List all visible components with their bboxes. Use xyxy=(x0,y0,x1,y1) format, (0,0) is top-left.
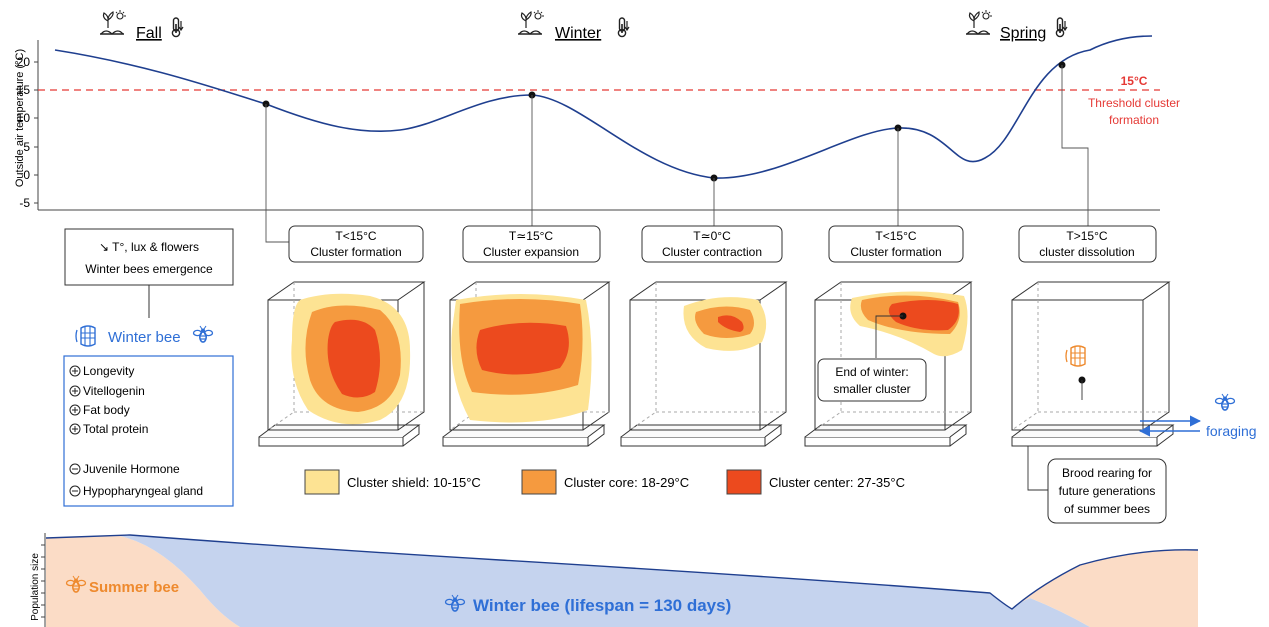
summer-bee-area-left xyxy=(46,536,240,627)
thermometer-up-icon xyxy=(1055,17,1068,38)
legend-swatch-center xyxy=(726,469,762,495)
hive-cube-4: End of winter: smaller cluster xyxy=(804,281,973,447)
fall-box-line1: ↘ T°, lux & flowers xyxy=(99,240,199,254)
tick-label: 15 xyxy=(17,83,31,97)
stage-box-2: T≃15°C Cluster expansion xyxy=(462,225,601,263)
connector-lines xyxy=(265,65,1089,243)
tick-label: -5 xyxy=(19,196,30,210)
trait-plus: Longevity xyxy=(83,364,134,378)
stage-temp: T<15°C xyxy=(335,229,376,243)
stage-box-3: T≃0°C Cluster contraction xyxy=(641,225,783,263)
tick-label: 10 xyxy=(17,111,31,125)
trait-minus: Juvenile Hormone xyxy=(83,462,180,476)
winter-bee-lifespan-label: Winter bee (lifespan = 130 days) xyxy=(473,596,731,615)
plant-sun-icon xyxy=(965,9,993,35)
legend-label: Cluster shield: 10-15°C xyxy=(347,475,481,490)
trait-minus: Hypopharyngeal gland xyxy=(83,484,203,498)
season-winter-label: Winter xyxy=(555,25,602,42)
stage-name: Cluster formation xyxy=(310,245,401,259)
hive-cube-3 xyxy=(620,281,788,447)
end-of-winter-line1: End of winter: xyxy=(835,365,908,379)
stage-temp: T≃15°C xyxy=(509,229,554,243)
threshold-caption-1: Threshold cluster xyxy=(1088,96,1180,110)
threshold-caption-2: formation xyxy=(1109,113,1159,127)
plant-sun-icon xyxy=(99,9,127,35)
bee-icon xyxy=(192,325,214,343)
plant-snow-icon xyxy=(517,9,545,35)
legend-label: Cluster core: 18-29°C xyxy=(564,475,689,490)
season-fall-label: Fall xyxy=(136,25,162,42)
winter-bee-area xyxy=(120,535,1090,627)
threshold-value: 15°C xyxy=(1121,74,1148,88)
stage-name: Cluster contraction xyxy=(662,245,762,259)
honeycomb-icon xyxy=(75,325,96,347)
population-chart: Population size Summer bee Winter bee (l… xyxy=(30,533,1199,627)
brood-line3: of summer bees xyxy=(1064,502,1150,516)
tick-label: 0 xyxy=(23,168,30,182)
foraging-label: foraging xyxy=(1206,423,1257,439)
brood-line1: Brood rearing for xyxy=(1062,466,1152,480)
thermometer-down-icon xyxy=(171,17,184,38)
foraging-indicator: foraging xyxy=(1138,393,1257,439)
tick-label: 5 xyxy=(23,140,30,154)
stage-temp: T<15°C xyxy=(875,229,916,243)
legend: Cluster shield: 10-15°C Cluster core: 18… xyxy=(304,469,905,495)
decreased-traits: Juvenile Hormone Hypopharyngeal gland xyxy=(69,462,203,498)
bee-icon xyxy=(1214,393,1236,411)
stage-name: Cluster formation xyxy=(850,245,941,259)
season-spring-label: Spring xyxy=(1000,25,1046,42)
temperature-curve xyxy=(54,35,1153,179)
cluster-center xyxy=(718,315,744,332)
season-spring-header: Spring xyxy=(965,9,1068,42)
fall-box: ↘ T°, lux & flowers Winter bees emergenc… xyxy=(64,228,234,318)
cluster-center xyxy=(327,319,380,398)
season-winter-header: Winter xyxy=(517,9,630,42)
temp-ticks: 20 15 10 5 0 -5 xyxy=(17,55,38,210)
cluster-center xyxy=(888,300,959,331)
summer-bee-area-right xyxy=(1012,549,1198,627)
winter-bee-title: Winter bee xyxy=(108,329,181,346)
trait-plus: Total protein xyxy=(83,422,148,436)
brood-comb-icon xyxy=(1065,345,1086,367)
stage-box-1: T<15°C Cluster formation xyxy=(288,225,424,263)
end-of-winter-line2: smaller cluster xyxy=(833,382,910,396)
stage-box-5: T>15°C cluster dissolution xyxy=(1018,225,1157,263)
stage-name: cluster dissolution xyxy=(1039,245,1134,259)
temp-axis-label: Outside air temperature (°C) xyxy=(14,49,26,187)
increased-traits: Longevity Vitellogenin Fat body Total pr… xyxy=(69,364,148,436)
stage-boxes: T<15°C Cluster formation T≃15°C Cluster … xyxy=(288,225,1157,263)
thermometer-down-icon xyxy=(617,17,630,38)
legend-label: Cluster center: 27-35°C xyxy=(769,475,905,490)
population-axis-label: Population size xyxy=(30,553,41,621)
legend-swatch-core xyxy=(521,469,557,495)
fall-box-line2: Winter bees emergence xyxy=(85,262,213,276)
stage-temp: T>15°C xyxy=(1066,229,1107,243)
brood-line2: future generations xyxy=(1059,484,1156,498)
cluster-center xyxy=(476,322,569,375)
population-curve xyxy=(45,534,1199,610)
hive-cube-5: Brood rearing for future generations of … xyxy=(1011,281,1175,524)
tick-label: 20 xyxy=(17,55,31,69)
stage-name: Cluster expansion xyxy=(483,245,579,259)
legend-swatch-shield xyxy=(304,469,340,495)
summer-bee-label: Summer bee xyxy=(89,579,179,596)
hive-cube-1 xyxy=(258,281,426,447)
trait-plus: Vitellogenin xyxy=(83,384,145,398)
hive-cube-2 xyxy=(442,281,611,447)
trait-plus: Fat body xyxy=(83,403,130,417)
winter-bee-panel: Winter bee Longevity Vitellogenin Fat bo… xyxy=(63,325,234,507)
stage-temp: T≃0°C xyxy=(693,229,731,243)
stage-box-4: T<15°C Cluster formation xyxy=(828,225,964,263)
season-fall-header: Fall xyxy=(99,9,184,42)
temperature-chart: Outside air temperature (°C) 20 15 10 5 … xyxy=(14,35,1180,243)
